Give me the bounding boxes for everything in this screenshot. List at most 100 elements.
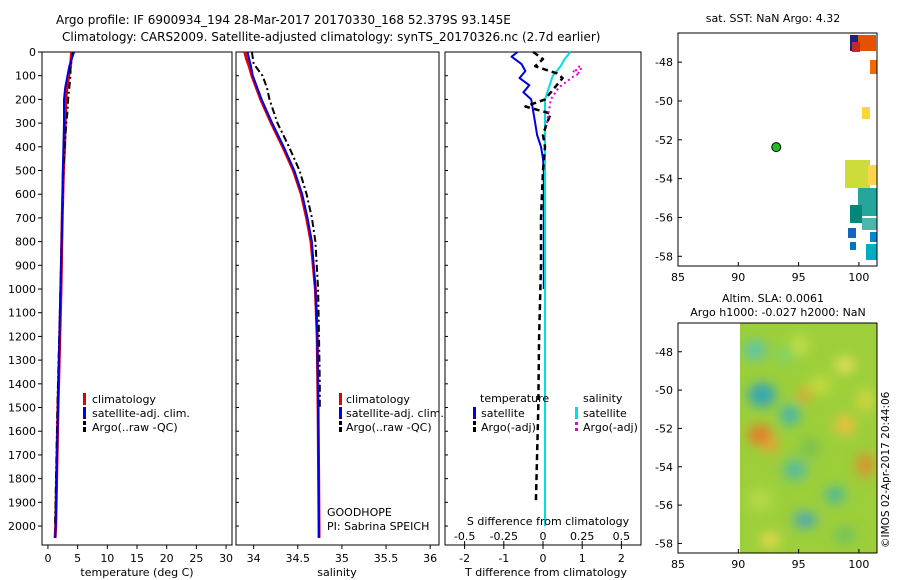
project-label: GOODHOPE — [327, 506, 392, 519]
sla-blob — [743, 340, 767, 360]
sst-cell — [858, 188, 877, 216]
temperature-xlabel: temperature (deg C) — [80, 566, 193, 579]
x-tick-label: -2 — [459, 552, 470, 565]
legend-label-t-satellite: satellite — [481, 407, 525, 420]
s-difference-xlabel: S difference from climatology — [467, 515, 630, 528]
x-tick-label: 0 — [44, 552, 51, 565]
lon-tick-label: 100 — [848, 271, 869, 284]
lat-tick-label: -52 — [655, 422, 673, 435]
sla-blob — [825, 487, 845, 503]
depth-tick-label: 1800 — [8, 473, 36, 486]
lat-tick-label: -58 — [655, 250, 673, 263]
t-satellite-line — [510, 51, 545, 289]
x-tick-label: 30 — [219, 552, 233, 565]
salinity-panel: 34 34.5 35 35.5 36 climatology satellite-adj… — [235, 51, 444, 579]
sla-blob — [760, 532, 780, 548]
lon-tick-label: 85 — [671, 271, 685, 284]
sla-anomalies — [743, 335, 873, 548]
legend-swatch-climatology — [83, 393, 86, 405]
depth-tick-label: 900 — [15, 259, 36, 272]
salinity-xlabel: salinity — [317, 566, 357, 579]
sst-cell — [852, 42, 860, 52]
lon-tick-label: 90 — [731, 558, 745, 571]
sla-blob — [808, 377, 832, 393]
sst-map: sat. SST: NaN Argo: 4.32 85 90 95 100 -48 -50… — [655, 12, 878, 284]
pi-label: PI: Sabrina SPEICH — [327, 520, 429, 533]
salinity-axes — [235, 51, 440, 546]
legend-label-t-argo: Argo(-adj) — [481, 421, 536, 434]
argo-line — [250, 51, 321, 408]
difference-x-axis: -2 -1 0 1 2 -0.5 -0.25 0 0.25 0.5 — [454, 530, 630, 565]
x-tick-label: -1 — [498, 552, 509, 565]
depth-tick-label: 1000 — [8, 283, 36, 296]
x-tick-label: 36 — [423, 552, 437, 565]
depth-tick-label: 500 — [15, 165, 36, 178]
x-tick-label: 1 — [579, 552, 586, 565]
legend-swatch-t-argo — [473, 421, 476, 425]
sla-blob — [835, 415, 855, 435]
sla-blob — [783, 460, 807, 480]
lat-tick-label: -54 — [655, 461, 673, 474]
legend-title-temperature: temperature — [480, 392, 549, 405]
satellite-line — [54, 51, 76, 538]
sst-cell — [866, 244, 877, 260]
depth-tick-label: 1900 — [8, 496, 36, 509]
sla-blob — [835, 527, 855, 543]
legend-swatch-s-argo — [575, 422, 578, 425]
legend-label-satellite: satellite-adj. clim. — [346, 407, 444, 420]
sst-map-axis: 85 90 95 100 -48 -50 -52 -54 -56 -58 — [655, 56, 869, 284]
depth-tick-label: 1200 — [8, 330, 36, 343]
lat-tick-label: -56 — [655, 211, 673, 224]
depth-tick-label: 1600 — [8, 425, 36, 438]
legend-label-argo: Argo(..raw -QC) — [92, 421, 178, 434]
salinity-legend: climatology satellite-adj. clim. Argo(..… — [339, 393, 444, 434]
sla-blob — [797, 389, 813, 401]
sst-cell — [862, 218, 877, 230]
depth-tick-label: 700 — [15, 212, 36, 225]
difference-panel: -2 -1 0 1 2 -0.5 -0.25 0 0.25 0.5 temperature sal… — [444, 50, 642, 579]
sla-map: Altim. SLA: 0.0061 Argo h1000: -0.027 h2… — [655, 292, 878, 571]
lat-tick-label: -50 — [655, 95, 673, 108]
sla-blob — [775, 347, 795, 363]
sla-map-data — [740, 323, 877, 553]
sst-cell — [870, 232, 877, 242]
legend-swatch-satellite — [339, 407, 342, 419]
legend-label-satellite: satellite-adj. clim. — [92, 407, 190, 420]
header-title-line2: Climatology: CARS2009. Satellite-adjuste… — [62, 30, 600, 44]
sla-map-axis: 85 90 95 100 -48 -50 -52 -54 -56 -58 — [655, 346, 869, 571]
s-satellite-line — [544, 51, 572, 526]
sst-cell — [868, 165, 877, 185]
sst-cell — [848, 228, 856, 238]
depth-tick-label: 800 — [15, 236, 36, 249]
sst-cell — [850, 242, 856, 250]
sla-blob — [748, 488, 772, 512]
legend-label-climatology: climatology — [92, 393, 156, 406]
lat-tick-label: -52 — [655, 134, 673, 147]
x-tick-label: 25 — [189, 552, 203, 565]
sla-blob — [835, 357, 855, 373]
legend-swatch-argo — [83, 421, 86, 425]
depth-tick-label: 300 — [15, 117, 36, 130]
x-tick-label: 35.5 — [374, 552, 399, 565]
x-tick-label: 0 — [540, 552, 547, 565]
satellite-line — [246, 51, 320, 538]
depth-axis: 0 100 200 300 400 500 600 700 800 900 1000 1100 1200… — [8, 46, 448, 533]
imos-stamp: ©IMOS 02-Apr-2017 20:44:06 — [880, 391, 892, 548]
sla-blob — [793, 512, 817, 528]
sla-blob — [748, 383, 776, 407]
depth-tick-label: 2000 — [8, 520, 36, 533]
salinity-x-axis: 34 34.5 35 35.5 36 — [247, 545, 437, 565]
sst-cell — [862, 107, 870, 119]
legend-swatch-argo-b — [83, 427, 86, 432]
legend-swatch-s-argo-b — [575, 428, 578, 431]
temperature-lines — [53, 51, 76, 538]
t-difference-xlabel: T difference from climatology — [464, 566, 627, 579]
temperature-axes — [41, 51, 233, 546]
difference-axes — [444, 51, 642, 546]
s-tick-label: 0.25 — [570, 530, 595, 543]
x-tick-label: 34.5 — [286, 552, 311, 565]
lon-tick-label: 95 — [792, 271, 806, 284]
lat-tick-label: -48 — [655, 346, 673, 359]
sst-cell — [870, 60, 877, 74]
s-tick-label: -0.5 — [454, 530, 475, 543]
